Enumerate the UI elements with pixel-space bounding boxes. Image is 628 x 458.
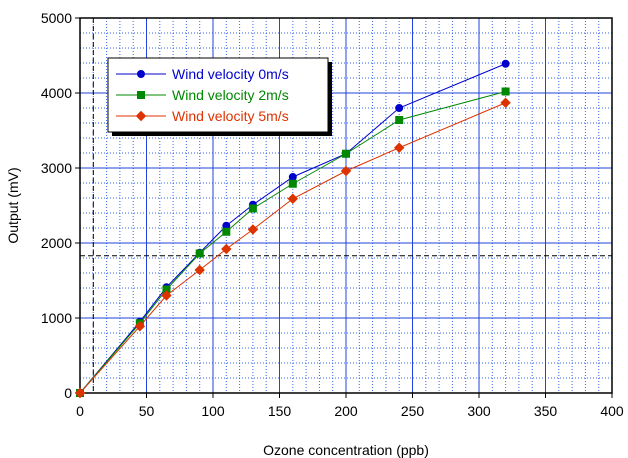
x-tick-label: 100 bbox=[201, 403, 225, 419]
x-tick-label: 400 bbox=[600, 403, 624, 419]
data-point bbox=[500, 97, 511, 108]
legend-label: Wind velocity 2m/s bbox=[172, 87, 289, 103]
legend-marker bbox=[137, 70, 145, 78]
x-axis-title: Ozone concentration (ppb) bbox=[263, 442, 429, 458]
data-point bbox=[501, 87, 510, 96]
data-point bbox=[395, 104, 404, 112]
series-2 bbox=[74, 97, 511, 399]
legend-label: Wind velocity 0m/s bbox=[172, 66, 289, 82]
x-tick-label: 150 bbox=[268, 403, 292, 419]
series-layer bbox=[74, 59, 511, 399]
y-tick-label: 2000 bbox=[41, 235, 72, 251]
data-point bbox=[340, 165, 352, 177]
legend-label: Wind velocity 5m/s bbox=[172, 108, 289, 124]
data-point bbox=[342, 149, 350, 158]
x-tick-label: 50 bbox=[139, 403, 155, 419]
data-point bbox=[287, 193, 299, 204]
legend-marker bbox=[135, 110, 147, 122]
y-tick-label: 4000 bbox=[41, 85, 72, 101]
x-tick-label: 250 bbox=[401, 403, 425, 419]
x-tick-label: 300 bbox=[467, 403, 491, 419]
data-point bbox=[221, 243, 232, 255]
series-line bbox=[79, 91, 506, 394]
tick-labels: 0 50 100 150 200 250 300 350 4000100020003000400… bbox=[41, 10, 624, 419]
series-line bbox=[79, 102, 506, 394]
data-point bbox=[195, 249, 204, 258]
y-tick-label: 3000 bbox=[41, 160, 72, 176]
y-tick-label: 1000 bbox=[41, 310, 72, 326]
legend: Wind velocity 0m/s Wind velocity 2m/s Wind… bbox=[107, 57, 332, 136]
series-line bbox=[79, 63, 506, 394]
data-point bbox=[222, 227, 231, 236]
x-tick-label: 0 bbox=[76, 403, 84, 419]
reference-lines bbox=[80, 18, 612, 393]
data-point bbox=[393, 142, 405, 153]
legend-item-1: Wind velocity 2m/s bbox=[116, 87, 289, 103]
data-point bbox=[161, 290, 172, 301]
y-axis-title: Output (mV) bbox=[5, 167, 21, 243]
data-point bbox=[288, 179, 297, 188]
data-point bbox=[395, 116, 404, 124]
data-point bbox=[288, 173, 297, 181]
legend-marker bbox=[137, 91, 145, 99]
data-point bbox=[194, 264, 205, 276]
y-tick-label: 0 bbox=[64, 385, 72, 401]
x-tick-label: 350 bbox=[534, 403, 558, 419]
data-point bbox=[501, 59, 510, 68]
y-tick-label: 5000 bbox=[41, 10, 72, 26]
data-point bbox=[74, 387, 86, 399]
x-tick-label: 200 bbox=[334, 403, 358, 419]
data-point bbox=[247, 224, 259, 235]
legend-item-2: Wind velocity 5m/s bbox=[116, 108, 289, 124]
data-point bbox=[248, 204, 257, 213]
data-point bbox=[134, 321, 146, 332]
legend-item-0: Wind velocity 0m/s bbox=[116, 66, 289, 82]
